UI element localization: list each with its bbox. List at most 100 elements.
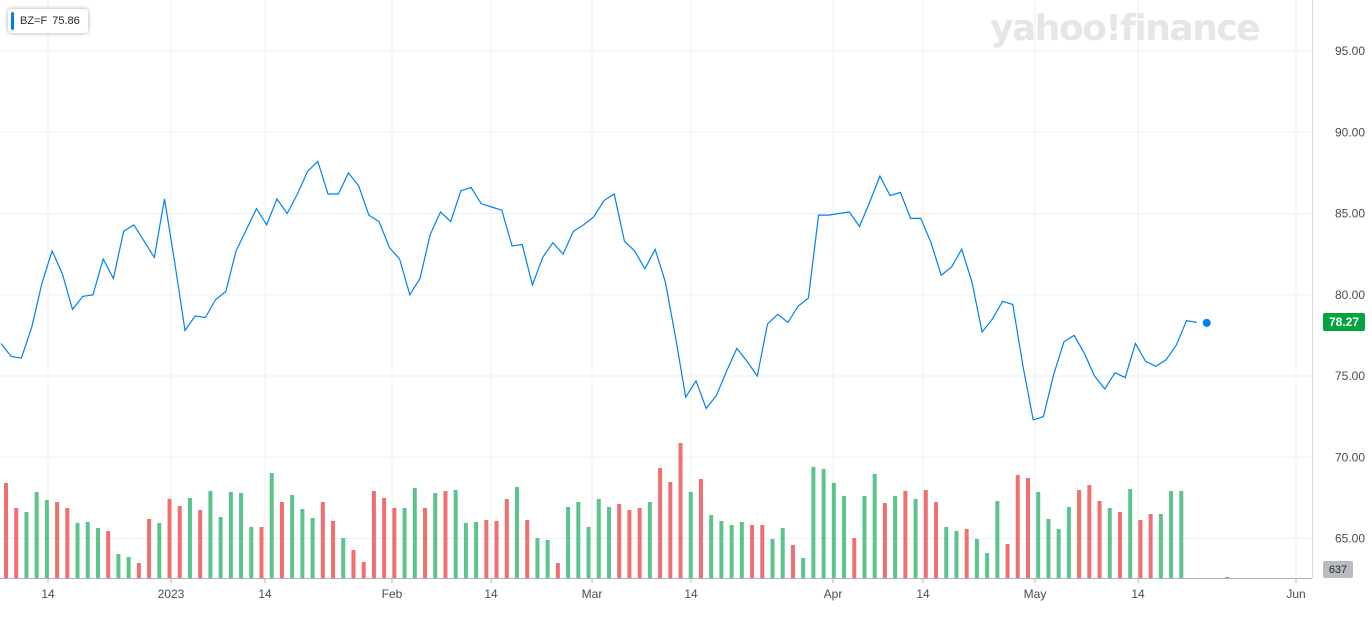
volume-bar <box>576 502 581 578</box>
ticker-badge[interactable]: BZ=F 75.86 <box>8 9 88 33</box>
y-tick-label: 75.00 <box>1335 369 1365 383</box>
x-tick-label: 14 <box>1131 587 1145 601</box>
volume-bar <box>34 492 39 578</box>
volume-bar <box>65 508 70 578</box>
volume-bar <box>269 473 274 578</box>
volume-bar <box>279 502 284 578</box>
volume-bar <box>412 488 417 578</box>
x-tick-label: 14 <box>41 587 55 601</box>
volume-bar <box>44 500 49 578</box>
price-line <box>0 160 1197 421</box>
volume-bar <box>371 491 376 578</box>
volume-bar <box>85 522 90 578</box>
volume-bar <box>320 502 325 578</box>
volume-bar <box>1179 491 1184 578</box>
volume-bar <box>1087 485 1092 578</box>
volume-bar <box>944 527 949 578</box>
volume-bar <box>903 491 908 578</box>
volume-bar <box>228 492 233 578</box>
y-tick-label: 95.00 <box>1335 44 1365 58</box>
volume-bar <box>1107 508 1112 578</box>
volume-bar <box>1097 501 1102 578</box>
volume-bar <box>606 507 611 578</box>
volume-bar <box>290 495 295 578</box>
y-axis: 95.00 90.00 85.00 80.00 75.00 70.00 65.00 <box>1312 0 1365 578</box>
volume-bar <box>739 522 744 578</box>
volume-bar <box>1056 529 1061 578</box>
volume-bar <box>668 482 673 578</box>
volume-bars <box>4 443 1229 578</box>
volume-bar <box>494 521 499 578</box>
volume-bar <box>617 504 622 578</box>
volume-bar <box>596 499 601 578</box>
volume-bar <box>555 563 560 578</box>
x-tick-label: 14 <box>484 587 498 601</box>
volume-bar <box>453 490 458 578</box>
volume-bar <box>116 554 121 578</box>
volume-bar <box>852 538 857 578</box>
volume-bar <box>913 499 918 578</box>
y-tick-label: 70.00 <box>1335 450 1365 464</box>
volume-bar <box>126 557 131 578</box>
volume-bar <box>658 468 663 578</box>
volume-bar <box>484 520 489 578</box>
volume-bar <box>1169 491 1174 578</box>
volume-bar <box>1066 507 1071 578</box>
volume-bar <box>147 519 152 578</box>
volume-bar <box>14 508 19 578</box>
volume-bar <box>1128 489 1133 578</box>
volume-bar <box>382 498 387 578</box>
volume-bar <box>586 527 591 578</box>
volume-bar <box>831 483 836 578</box>
volume-bar <box>1015 475 1020 578</box>
volume-bar <box>842 496 847 578</box>
volume-bar <box>423 508 428 578</box>
volume-bar <box>157 523 162 578</box>
x-tick-label: 14 <box>684 587 698 601</box>
volume-bar <box>545 540 550 578</box>
yahoo-finance-logo: yahoo!finance <box>990 8 1261 49</box>
volume-bar <box>995 501 1000 578</box>
x-tick-label: 14 <box>916 587 930 601</box>
grid-lines <box>0 0 1312 578</box>
volume-bar <box>760 525 765 578</box>
volume-bar <box>433 493 438 578</box>
volume-bar <box>566 507 571 578</box>
volume-bar <box>801 558 806 578</box>
volume-bar <box>1046 519 1051 578</box>
x-tick-label: Apr <box>824 587 843 601</box>
volume-bar <box>637 508 642 578</box>
volume-bar <box>249 527 254 578</box>
volume-bar <box>770 539 775 578</box>
volume-bar <box>259 527 264 578</box>
volume-bar <box>729 525 734 578</box>
last-price-label: 78.27 <box>1323 313 1365 331</box>
volume-bar <box>106 531 111 578</box>
volume-bar <box>351 550 356 578</box>
volume-bar <box>331 521 336 578</box>
y-tick-label: 85.00 <box>1335 207 1365 221</box>
volume-bar <box>780 528 785 578</box>
volume-bar <box>893 496 898 578</box>
volume-bar <box>443 491 448 578</box>
volume-bar <box>1036 492 1041 578</box>
volume-bar <box>402 508 407 578</box>
volume-bar <box>474 522 479 578</box>
volume-bar <box>463 523 468 578</box>
volume-bar <box>882 503 887 578</box>
x-tick-label: Feb <box>382 587 403 601</box>
volume-bar <box>1148 514 1153 578</box>
volume-bar <box>964 529 969 578</box>
y-tick-label: 65.00 <box>1335 532 1365 546</box>
volume-bar <box>862 496 867 578</box>
volume-bar <box>821 469 826 578</box>
volume-bar <box>208 491 213 578</box>
volume-bar <box>239 493 244 578</box>
volume-bar <box>688 492 693 578</box>
volume-bar <box>535 538 540 578</box>
volume-bar <box>923 490 928 578</box>
volume-bar <box>647 502 652 578</box>
volume-bar <box>75 523 80 578</box>
volume-bar <box>709 515 714 578</box>
